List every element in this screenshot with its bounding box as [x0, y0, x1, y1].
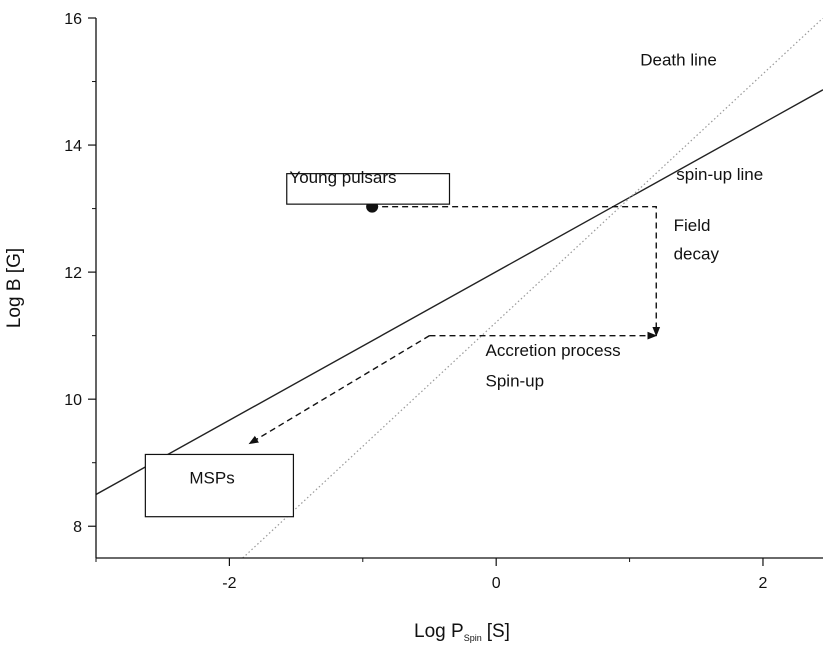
evolution-paths — [248, 205, 661, 445]
msps-box — [144, 453, 295, 518]
young-pulsars-box — [286, 173, 451, 205]
evolution-path — [248, 335, 430, 445]
y-axis-title: Log B [G] — [4, 248, 25, 328]
young-pulsars-label: Young pulsars — [289, 168, 396, 187]
spin-up-label: Spin-up — [486, 371, 545, 390]
spin-up-line-series — [96, 89, 823, 496]
x-tick-label: -2 — [222, 575, 236, 592]
x-axis-label: Log P — [414, 621, 464, 642]
series-layer — [96, 18, 823, 558]
y-tick-label: 10 — [64, 392, 82, 409]
msps-label: MSPs — [189, 469, 234, 488]
x-axis-title: Log PSpin [S] — [414, 621, 510, 643]
y-tick-label: 8 — [73, 519, 82, 536]
field-label: Field — [674, 216, 711, 235]
y-tick-label: 16 — [64, 11, 82, 28]
y-tick-label: 14 — [64, 138, 82, 155]
y-tick-label: 12 — [64, 265, 82, 282]
x-axis-unit: [S] — [487, 621, 510, 642]
decay-label: decay — [674, 244, 720, 263]
death-line-series — [242, 18, 823, 558]
x-axis-subscript: Spin — [464, 633, 482, 643]
accretion-process-label: Accretion process — [486, 341, 621, 360]
ticks-layer: -2 0 2 8 10 12 14 16 — [64, 11, 767, 592]
death-line-label: Death line — [640, 51, 717, 70]
x-tick-label: 2 — [759, 575, 768, 592]
x-tick-label: 0 — [492, 575, 501, 592]
evolution-path — [372, 205, 661, 337]
spin-up-line-label: spin-up line — [676, 165, 763, 184]
annotations-layer: Death line spin-up line Field decay Accretio… — [144, 51, 763, 518]
